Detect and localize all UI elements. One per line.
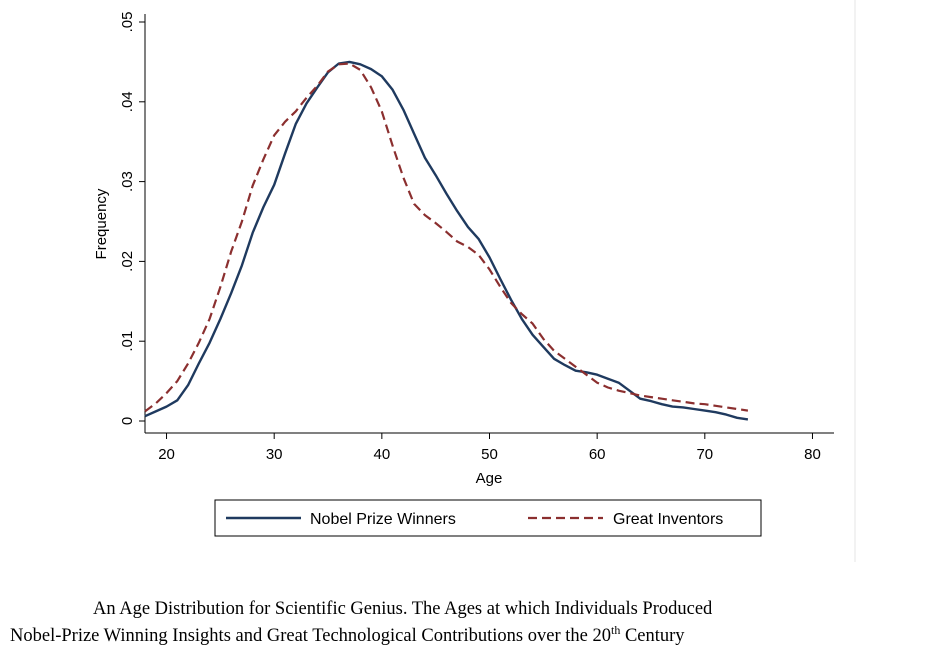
legend-label-nobel: Nobel Prize Winners: [310, 511, 456, 528]
y-tick-label: .02: [119, 251, 136, 272]
x-tick-label: 30: [266, 446, 283, 463]
y-axis-label: Frequency: [93, 188, 110, 259]
figure-caption: An Age Distribution for Scientific Geniu…: [0, 596, 951, 650]
y-tick-label: .01: [119, 331, 136, 352]
y-tick-label: .04: [119, 91, 136, 112]
caption-line-2-end: Century: [620, 626, 685, 646]
caption-line-2: Nobel-Prize Winning Insights and Great T…: [0, 623, 951, 650]
legend-box: [214, 499, 762, 537]
x-tick-label: 80: [804, 446, 821, 463]
series-line-great-inventors: [144, 62, 749, 413]
plot-area: 0 .01 .02 .03 .04 .05 20 30 40 50 60 70 80 Frequenc…: [93, 12, 834, 487]
x-tick-label: 60: [589, 446, 606, 463]
x-tick-label: 20: [158, 446, 175, 463]
caption-line-1: An Age Distribution for Scientific Geniu…: [93, 599, 713, 619]
x-tick-label: 40: [374, 446, 391, 463]
y-tick-label: .03: [119, 171, 136, 192]
caption-line-2-text: Nobel-Prize Winning Insights and Great T…: [10, 626, 611, 646]
y-ticks: 0 .01 .02 .03 .04 .05: [119, 12, 145, 425]
legend: Nobel Prize Winners Great Inventors: [214, 499, 762, 537]
age-distribution-chart: 0 .01 .02 .03 .04 .05 20 30 40 50 60 70 80 Frequenc…: [93, 0, 856, 562]
y-tick-label: 0: [119, 417, 136, 425]
legend-label-inventors: Great Inventors: [613, 511, 723, 528]
series-line-nobel-prize-winners: [144, 60, 749, 421]
y-tick-label: .05: [119, 12, 136, 33]
x-tick-label: 70: [696, 446, 713, 463]
series-layer: [144, 60, 749, 421]
x-axis-label: Age: [476, 470, 503, 487]
x-tick-label: 50: [481, 446, 498, 463]
caption-superscript: th: [610, 622, 621, 637]
x-ticks: 20 30 40 50 60 70 80: [158, 433, 821, 463]
